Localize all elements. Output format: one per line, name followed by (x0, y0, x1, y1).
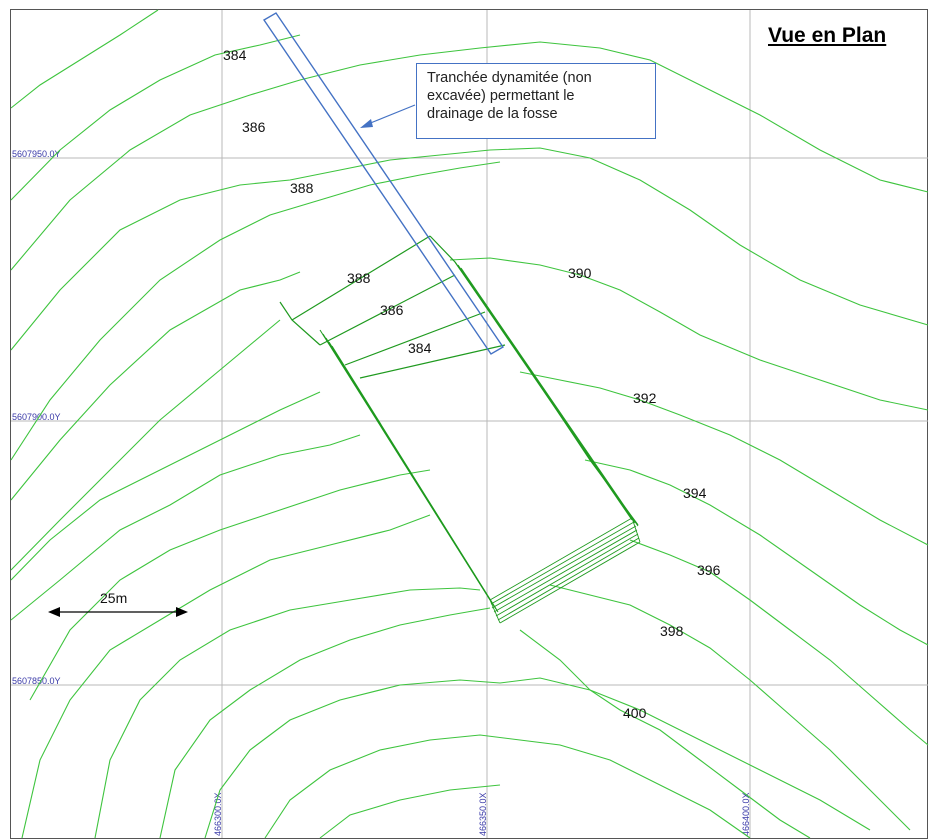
contour-lines (10, 9, 929, 839)
callout-line: drainage de la fosse (427, 106, 558, 122)
contour-line (159, 607, 491, 839)
contour-line (519, 629, 811, 839)
easting-label-2: 466350.0X (478, 792, 488, 836)
contour-label-388-top: 388 (290, 180, 314, 196)
contour-line (10, 434, 361, 621)
contour-line (10, 41, 929, 271)
scale-bar-label: 25m (100, 590, 127, 606)
contour-label-384-mid: 384 (408, 340, 432, 356)
contour-line (629, 539, 929, 746)
contour-line (10, 319, 281, 571)
contour-line (10, 34, 301, 201)
scale-bar: 25m (48, 590, 188, 617)
contour-line (319, 784, 501, 839)
pit-wall-west (319, 329, 499, 613)
contour-label-386-top: 386 (242, 119, 266, 135)
contour-line (94, 587, 481, 839)
contour-line (519, 371, 929, 546)
contour-label-386-mid: 386 (380, 302, 404, 318)
callout-line: Tranchée dynamitée (non (427, 70, 592, 86)
contour-line (264, 734, 751, 839)
map-title: Vue en Plan (768, 24, 887, 47)
easting-label-3: 466400.0X (741, 792, 751, 836)
scale-arrow-right-icon (176, 607, 188, 617)
contour-line (584, 459, 929, 646)
contour-label-400: 400 (623, 705, 647, 721)
scale-arrow-left-icon (48, 607, 60, 617)
easting-label-1: 466300.0X (213, 792, 223, 836)
contour-label-384-top: 384 (223, 47, 247, 63)
contour-line (10, 147, 929, 351)
pit-wall-east (454, 261, 639, 527)
contour-label-394: 394 (683, 485, 707, 501)
grid-lines (11, 10, 928, 838)
contour-label-396: 396 (697, 562, 721, 578)
contour-label-388-mid: 388 (347, 270, 371, 286)
contour-line (549, 584, 911, 831)
contour-label-390: 390 (568, 265, 592, 281)
contour-line (10, 391, 321, 581)
northing-label-1: 5607950.0Y (12, 149, 61, 159)
contour-label-398: 398 (660, 623, 684, 639)
contour-label-392: 392 (633, 390, 657, 406)
contour-line (21, 514, 431, 839)
pit-wall-south (489, 517, 641, 624)
contour-line (29, 469, 431, 701)
drainage-trench (262, 12, 505, 355)
northing-label-2: 5607900.0Y (12, 412, 61, 422)
callout-arrow (360, 104, 416, 128)
northing-label-3: 5607850.0Y (12, 676, 61, 686)
contour-line (10, 9, 159, 109)
callout-line: excavée) permettant le (427, 88, 575, 104)
contour-line (449, 257, 929, 411)
trench-callout: Tranchée dynamitée (non excavée) permett… (416, 63, 656, 139)
map-frame (10, 9, 928, 839)
contour-line (204, 677, 871, 839)
contour-line (10, 161, 501, 461)
contour-line (10, 271, 301, 501)
